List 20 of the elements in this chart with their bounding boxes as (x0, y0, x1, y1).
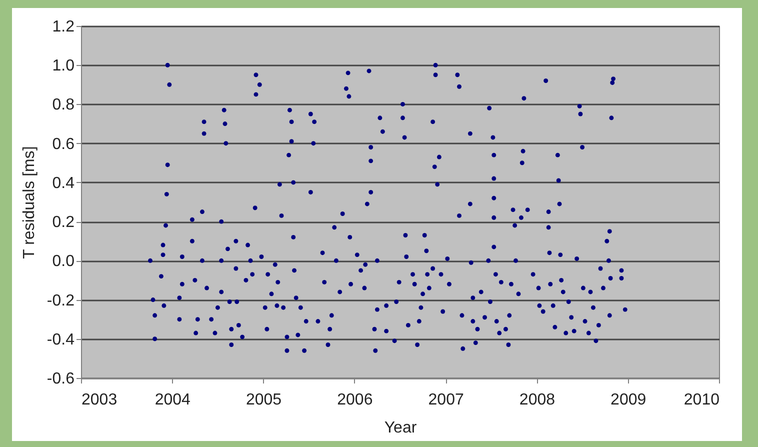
y-tick-label: -0.4 (46, 331, 75, 348)
x-tick-label: 2007 (428, 392, 464, 408)
y-tick-label: -0.6 (46, 370, 75, 388)
x-tick-label: 2003 (82, 392, 118, 408)
y-tick-label: 1.2 (52, 18, 75, 36)
x-tick-label: 2006 (337, 392, 373, 408)
x-tick-label: 2008 (519, 392, 556, 408)
y-tick-label: 0.4 (52, 174, 75, 192)
y-tick-label: 0.0 (52, 253, 75, 270)
y-tick-label: 1.0 (52, 58, 75, 75)
y-tick-label: -0.2 (46, 292, 75, 310)
y-tick-label: 0.8 (52, 96, 75, 114)
y-tick-label: 0.2 (52, 214, 75, 232)
y-tick-label: 0.6 (52, 136, 75, 153)
x-tick-label: 2005 (246, 392, 282, 408)
x-tick-label: 2010 (684, 392, 720, 408)
x-axis-title: Year (384, 420, 418, 436)
x-tick-label: 2009 (610, 392, 646, 408)
y-axis-title: T residuals [ms] (20, 146, 38, 259)
x-tick-label: 2004 (154, 392, 191, 408)
